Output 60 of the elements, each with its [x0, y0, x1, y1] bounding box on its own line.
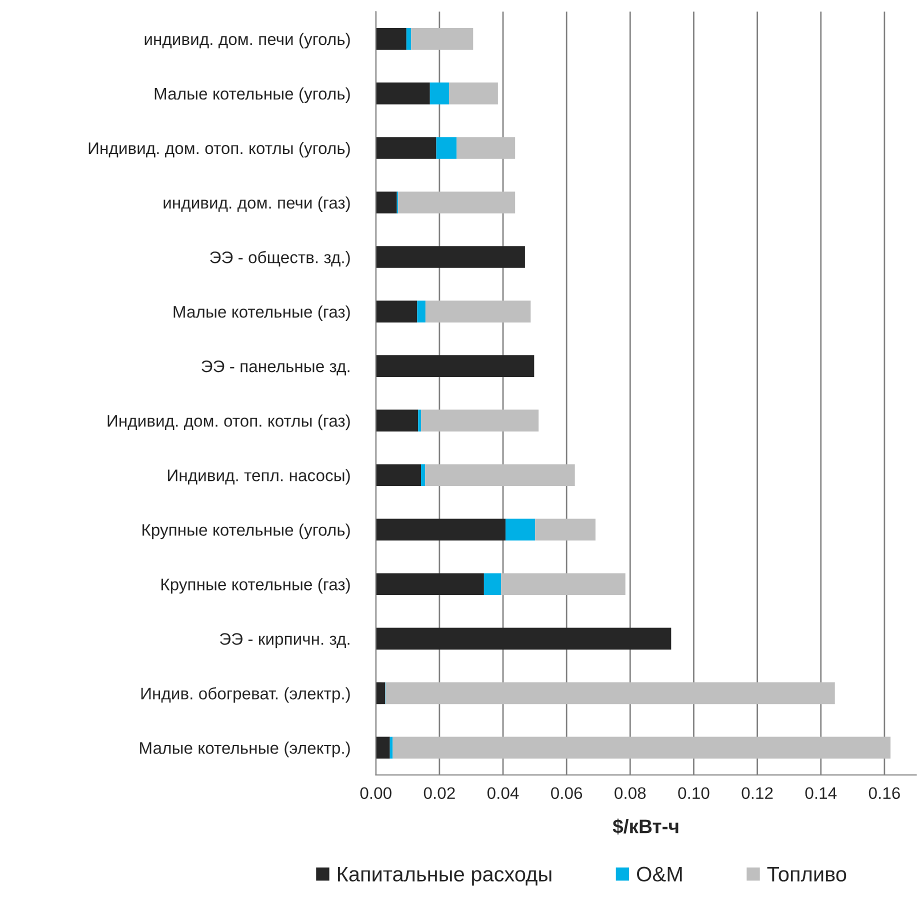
x-tick-label: 0.06	[551, 787, 582, 800]
x-tick-label: 0.04	[487, 787, 519, 800]
x-tick-label: 0.08	[614, 787, 646, 800]
bar	[421, 410, 539, 432]
x-tick-label: 0.12	[742, 787, 773, 800]
bar	[425, 300, 531, 322]
bar	[376, 628, 672, 650]
y-tick-label: ЭЭ - кирпичн. зд.	[220, 633, 350, 648]
bar	[376, 246, 525, 268]
bar	[456, 137, 516, 159]
legend-label: O&M	[636, 866, 682, 882]
bar	[421, 464, 426, 486]
y-tick-label: ЭЭ - панельные зд.	[202, 360, 350, 376]
bar	[425, 464, 575, 486]
bar	[376, 355, 534, 377]
y-tick-label: Индивид. дом. отоп. котлы (газ)	[108, 414, 350, 430]
bar	[385, 682, 835, 704]
y-tick-label: индивид. дом. печи (уголь)	[144, 32, 350, 48]
bar	[376, 573, 484, 596]
y-tick-label: ЭЭ - обществ. зд.)	[210, 250, 350, 267]
bar	[376, 192, 397, 214]
bar	[392, 736, 890, 759]
x-tick-label: 0.02	[424, 787, 455, 800]
bar	[376, 518, 506, 541]
bar	[430, 82, 449, 104]
y-tick-label: индивид. дом. печи (газ)	[164, 196, 350, 212]
y-tick-label: Малые котельные (уголь)	[154, 87, 350, 103]
bar	[376, 736, 390, 759]
bar	[501, 573, 626, 596]
bar	[376, 82, 430, 104]
bar	[448, 82, 498, 104]
bar	[406, 28, 412, 50]
bar	[436, 137, 457, 159]
y-tick-label: Индив. обогреват. (электр.)	[141, 687, 350, 703]
legend-label: Капитальные расходы	[338, 867, 552, 886]
bar	[376, 28, 406, 50]
bar	[484, 573, 502, 596]
bar	[376, 300, 418, 322]
bar	[418, 410, 422, 432]
bar	[376, 410, 418, 432]
y-tick-label: Крупные котельные (газ)	[161, 578, 350, 594]
bar	[398, 192, 516, 214]
bar	[417, 300, 426, 322]
y-tick-label: Индивид. дом. отоп. котлы (уголь)	[88, 142, 350, 158]
y-tick-label: Малые котельные (газ)	[174, 306, 350, 322]
bar	[376, 464, 422, 486]
bar	[376, 137, 436, 159]
x-tick-label: 0.14	[805, 787, 837, 800]
x-tick-label: 0.00	[360, 787, 392, 800]
bar	[376, 682, 386, 704]
y-tick-label: Малые котельные (электр.)	[140, 742, 350, 758]
y-tick-label: Индивид. тепл. насосы)	[168, 469, 350, 485]
x-tick-label: 0.16	[868, 787, 900, 800]
x-axis-title: $/кВт-ч	[612, 818, 678, 835]
legend-label: Топливо	[767, 867, 846, 882]
x-tick-label: 0.10	[678, 787, 710, 800]
bar	[411, 28, 474, 50]
bar	[535, 518, 596, 541]
y-tick-label: Крупные котельные (уголь)	[142, 524, 350, 540]
bar	[506, 518, 536, 541]
